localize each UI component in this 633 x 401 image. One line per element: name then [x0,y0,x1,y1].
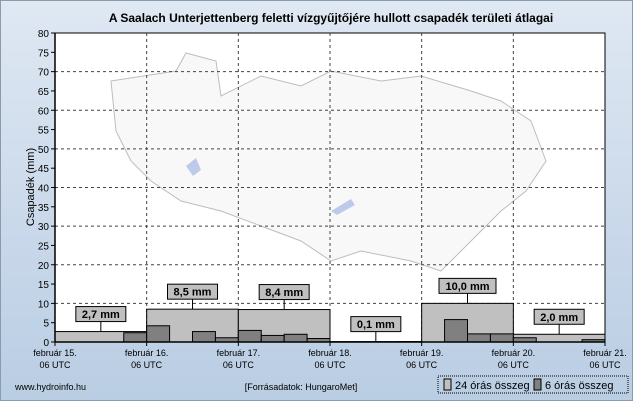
bar-6h [146,325,171,343]
footer-source: [Forrásadatok: HungaroMet] [245,382,358,392]
data-label: 8,5 mm [174,287,212,299]
x-tick-label-date: február 19. [400,348,444,358]
data-label-box [75,306,127,323]
basin-map-background [110,52,547,272]
y-tick-label: 15 [38,280,50,291]
y-tick-label: 60 [38,106,50,117]
data-label-box [167,283,218,300]
x-tick-label-time: 06 UTC [589,360,621,370]
bar-6h [467,333,491,343]
bar-6h [444,319,469,343]
legend: 24 órás összeg 6 órás összeg [437,375,629,394]
y-tick-label: 70 [38,68,50,79]
chart-title: A Saalach Unterjettenberg feletti vízgyű… [109,11,553,25]
y-axis-label: Csapadék (mm) [25,148,37,226]
y-tick-label: 30 [38,222,50,233]
y-tick-label: 10 [38,299,50,310]
bar-6h [123,332,148,343]
x-tick-label-time: 06 UTC [223,360,255,370]
x-tick-label-date: február 16. [125,348,169,358]
data-label: 8,4 mm [265,287,303,299]
data-label-box [438,277,497,294]
y-tick-label: 35 [38,203,50,214]
y-tick-label: 0 [43,338,49,349]
x-tick-label-time: 06 UTC [39,360,71,370]
x-tick-label-time: 06 UTC [498,360,530,370]
x-tick-label-time: 06 UTC [314,360,346,370]
x-tick-label-date: február 15. [33,348,77,358]
footer-site-link[interactable]: www.hydroinfo.hu [14,382,86,392]
y-tick-label: 80 [38,29,50,40]
legend-label-24h: 24 órás összeg [455,380,530,392]
legend-swatch-6h [533,378,542,391]
x-tick-label-time: 06 UTC [406,360,438,370]
y-tick-label: 45 [38,164,50,175]
x-tick-label-date: február 17. [217,348,261,358]
data-label-box [350,316,402,333]
y-tick-label: 55 [38,126,50,137]
y-tick-label: 65 [38,87,50,98]
y-tick-label: 40 [38,184,50,195]
bar-6h [283,333,308,343]
x-tick-label-date: február 20. [492,348,536,358]
x-tick-label-date: február 18. [308,348,352,358]
data-label-box [533,308,585,325]
data-label: 2,7 mm [82,309,120,321]
data-label: 2,0 mm [540,312,578,324]
y-tick-label: 25 [38,241,50,252]
data-label: 0,1 mm [357,319,395,331]
y-tick-label: 75 [38,48,50,59]
data-label-box [258,284,310,301]
legend-label-6h: 6 órás összeg [545,380,613,392]
x-tick-label-date: február 21. [583,348,627,358]
data-label: 10,0 mm [445,281,489,293]
bar-6h [237,329,262,343]
bar-6h [260,334,285,343]
x-tick-label-time: 06 UTC [131,360,163,370]
bar-6h [489,333,514,343]
y-tick-label: 20 [38,261,50,272]
bar-6h [192,331,216,343]
y-tick-label: 50 [38,145,50,156]
legend-swatch-24h [443,378,452,391]
y-tick-label: 5 [43,319,49,330]
